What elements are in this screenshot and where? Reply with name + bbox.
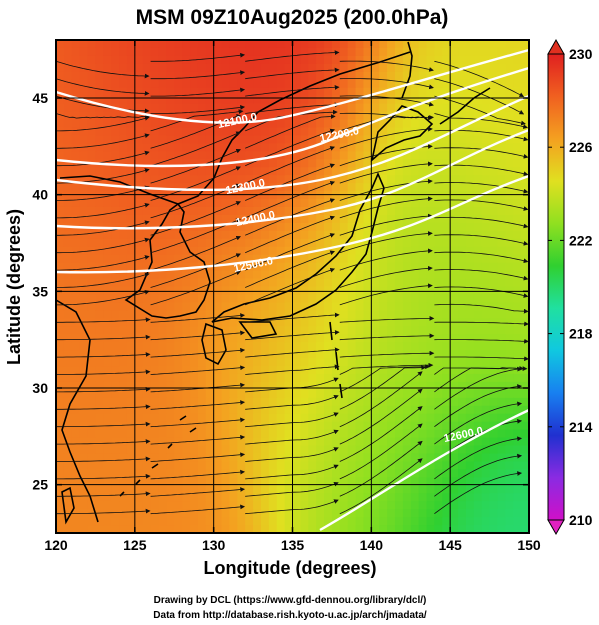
x-tick-label: 145	[438, 537, 462, 553]
coastline-kyushu	[201, 322, 227, 366]
y-tick-label: 25	[32, 477, 48, 493]
colorbar-tick-label: 226	[569, 139, 593, 155]
y-tick-label: 40	[32, 187, 48, 203]
height-contour-line	[56, 66, 529, 168]
y-axis-label: Latitude (degrees)	[4, 209, 24, 365]
coastline-china-coast	[56, 299, 99, 523]
height-contour-line	[56, 174, 529, 274]
coastline-kurils	[439, 87, 491, 125]
colorbar-tick-label: 222	[569, 232, 593, 248]
colorbar-tick-label: 214	[569, 419, 593, 435]
coastlines	[56, 41, 491, 525]
colorbar-tick-label: 210	[569, 512, 593, 528]
coastline-taiwan	[61, 486, 75, 525]
x-axis-label: Longitude (degrees)	[203, 558, 376, 578]
plot-area: 12100.012200.012300.012400.012500.012600…	[56, 40, 529, 533]
coastline-honshu	[211, 171, 385, 323]
coastline-korea	[124, 202, 211, 319]
colorbar: 230 226 222 218 214 210	[547, 38, 593, 536]
credit-data: Data from http://database.rish.kyoto-u.a…	[153, 610, 427, 621]
x-tick-label: 130	[202, 537, 226, 553]
colorbar-top-arrow	[547, 38, 565, 55]
height-contour-line	[56, 48, 529, 124]
x-tick-label: 140	[360, 537, 384, 553]
colorbar-tick-label: 218	[569, 326, 593, 342]
y-tick-label: 30	[32, 380, 48, 396]
colorbar-bottom-arrow	[547, 519, 565, 536]
x-axis-ticks: 120 125 130 135 140 145 150	[44, 40, 541, 553]
coastline-ryukyu	[119, 415, 197, 497]
y-axis-ticks: 25 30 35 40 45	[32, 90, 529, 493]
credit-drawing: Drawing by DCL (https://www.gfd-dennou.o…	[154, 595, 427, 606]
coastline-hokkaido	[370, 105, 434, 163]
y-tick-label: 45	[32, 90, 48, 106]
map-title: MSM 09Z10Aug2025 (200.0hPa)	[136, 6, 449, 29]
height-contour-line	[319, 408, 529, 532]
x-tick-label: 120	[44, 537, 68, 553]
wind-streamlines	[56, 50, 529, 515]
x-tick-label: 125	[123, 537, 147, 553]
colorbar-ticks: 230 226 222 218 214 210	[548, 46, 593, 528]
y-tick-label: 35	[32, 283, 48, 299]
x-tick-label: 150	[517, 537, 541, 553]
x-tick-label: 135	[281, 537, 305, 553]
height-contour-line	[56, 94, 529, 192]
colorbar-bar	[547, 53, 565, 521]
height-contour-line	[56, 128, 529, 230]
colorbar-tick-label: 230	[569, 46, 593, 62]
grid-lines	[56, 40, 529, 533]
coastline-shikoku	[238, 321, 278, 339]
